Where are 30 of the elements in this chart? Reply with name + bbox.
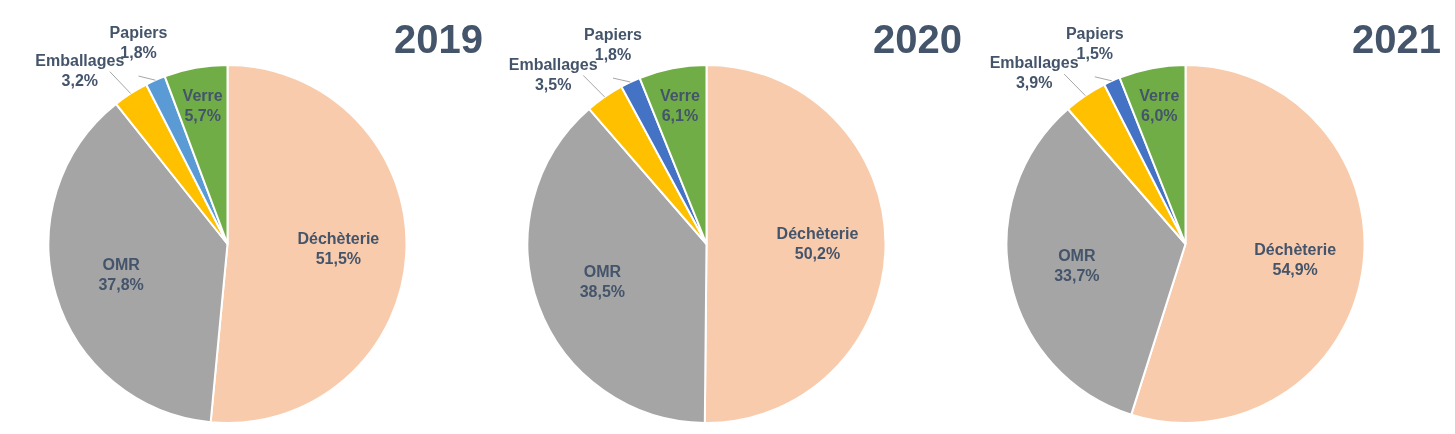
slice-label: Verre — [182, 87, 223, 105]
data-label: 3,2% — [61, 72, 99, 90]
slice-label: Verre — [1139, 87, 1180, 105]
slice-label: Papiers — [109, 24, 168, 42]
data-label: 3,9% — [1015, 74, 1053, 92]
slice-label: Papiers — [1065, 25, 1124, 43]
chart-title: 2021 — [1352, 17, 1441, 62]
data-label: 6,1% — [661, 107, 699, 125]
slice-label: OMR — [583, 262, 622, 280]
data-label: 6,0% — [1141, 107, 1178, 125]
slice-label: Emballages — [508, 55, 598, 73]
data-label: 33,7% — [1054, 266, 1100, 284]
data-label: 50,2% — [794, 244, 841, 262]
data-label: 5,7% — [184, 107, 221, 125]
slice-label: Papiers — [584, 26, 643, 44]
slice-label: Emballages — [989, 54, 1079, 72]
data-label: 51,5% — [315, 249, 362, 267]
data-label: 1,5% — [1076, 45, 1114, 63]
data-label: 54,9% — [1272, 261, 1318, 279]
slice-label: Déchèterie — [776, 224, 859, 242]
data-label: 38,5% — [579, 282, 626, 300]
chart-title: 2019 — [394, 17, 483, 62]
slice-label: OMR — [102, 256, 141, 274]
slice-label: OMR — [1058, 246, 1096, 264]
data-label: 37,8% — [98, 276, 144, 294]
chart-title: 2020 — [873, 17, 962, 62]
data-label: 3,5% — [534, 75, 572, 93]
slice-label: Déchèterie — [1254, 241, 1337, 259]
slice-label: Déchèterie — [297, 229, 380, 247]
slice-label: Verre — [659, 87, 701, 105]
